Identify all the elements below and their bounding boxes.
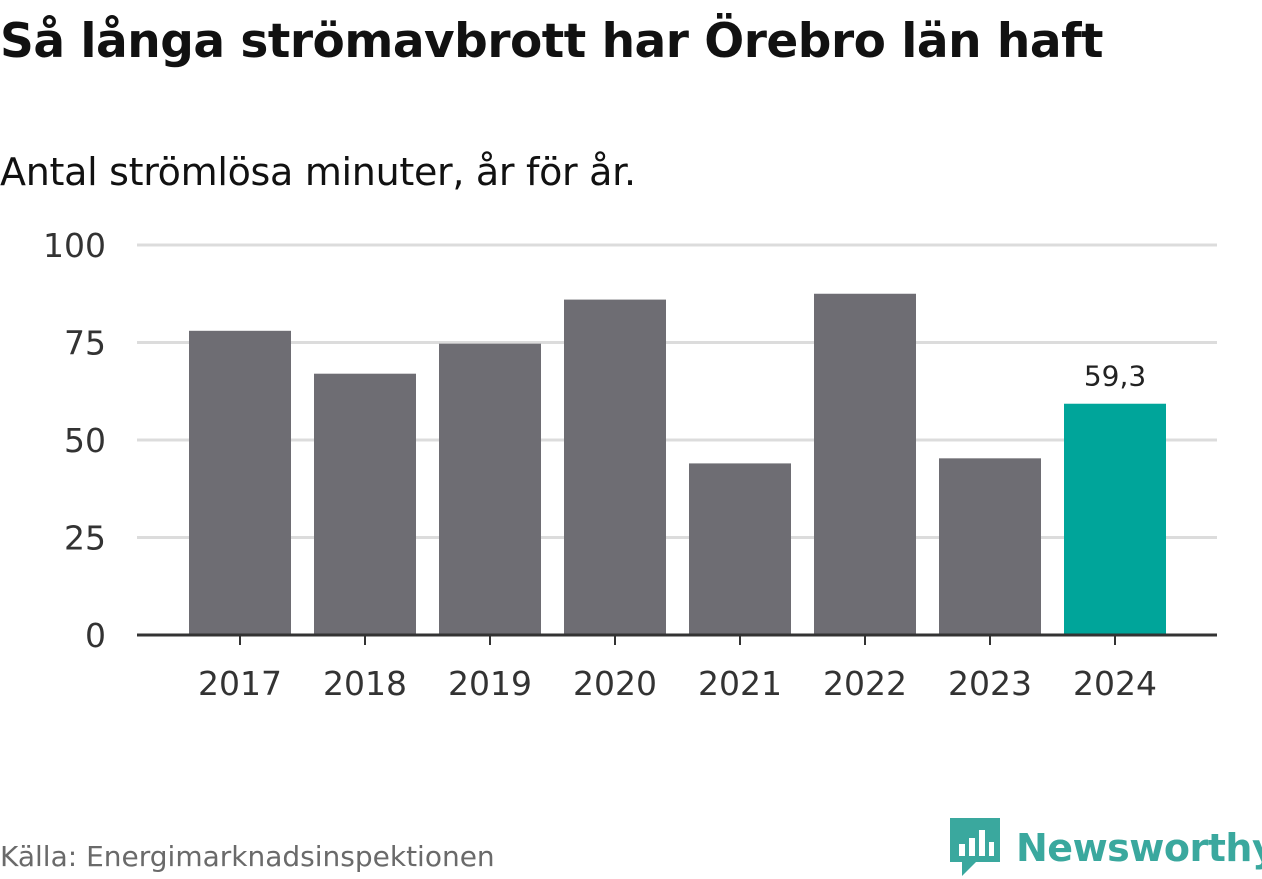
x-tick-label: 2022	[823, 664, 907, 703]
y-tick-label: 75	[64, 324, 106, 363]
bar-chart: 0 25 50 75 100 2017 2018 2019 2020 2021 2022 2023 20…	[43, 226, 1217, 703]
bar-2024	[1064, 403, 1166, 635]
y-tick-label: 25	[64, 519, 106, 558]
brand: Newsworthy	[950, 818, 1262, 878]
y-tick-label: 50	[64, 421, 106, 460]
y-tick-label: 0	[85, 616, 106, 655]
x-tick-label: 2023	[948, 664, 1032, 703]
bar-2018	[314, 373, 416, 635]
x-tick-label: 2017	[198, 664, 282, 703]
labels: 0 25 50 75 100 2017 2018 2019 2020 2021 2022 2023 20…	[43, 226, 1217, 703]
bar-2020	[564, 299, 666, 635]
gridlines	[137, 243, 1217, 539]
x-tick-label: 2024	[1073, 664, 1157, 703]
bar-2021	[689, 463, 791, 635]
y-tick-label: 100	[43, 226, 106, 265]
source-note: Källa: Energimarknadsinspektionen	[0, 840, 495, 873]
data-label: 59,3	[1084, 360, 1146, 393]
x-tick-label: 2018	[323, 664, 407, 703]
bars	[189, 293, 1166, 635]
x-tick-label: 2019	[448, 664, 532, 703]
bar-2017	[189, 330, 291, 635]
x-tick-label: 2020	[573, 664, 657, 703]
bar-2022	[814, 293, 916, 635]
chart-title: Så långa strömavbrott har Örebro län haf…	[0, 14, 1104, 69]
brand-name: Newsworthy	[1016, 826, 1262, 870]
chart-subtitle: Antal strömlösa minuter, år för år.	[0, 150, 636, 194]
x-tick-label: 2021	[698, 664, 782, 703]
bar-2019	[439, 343, 541, 635]
bar-2023	[939, 458, 1041, 635]
newsworthy-logo-icon	[950, 818, 1000, 876]
